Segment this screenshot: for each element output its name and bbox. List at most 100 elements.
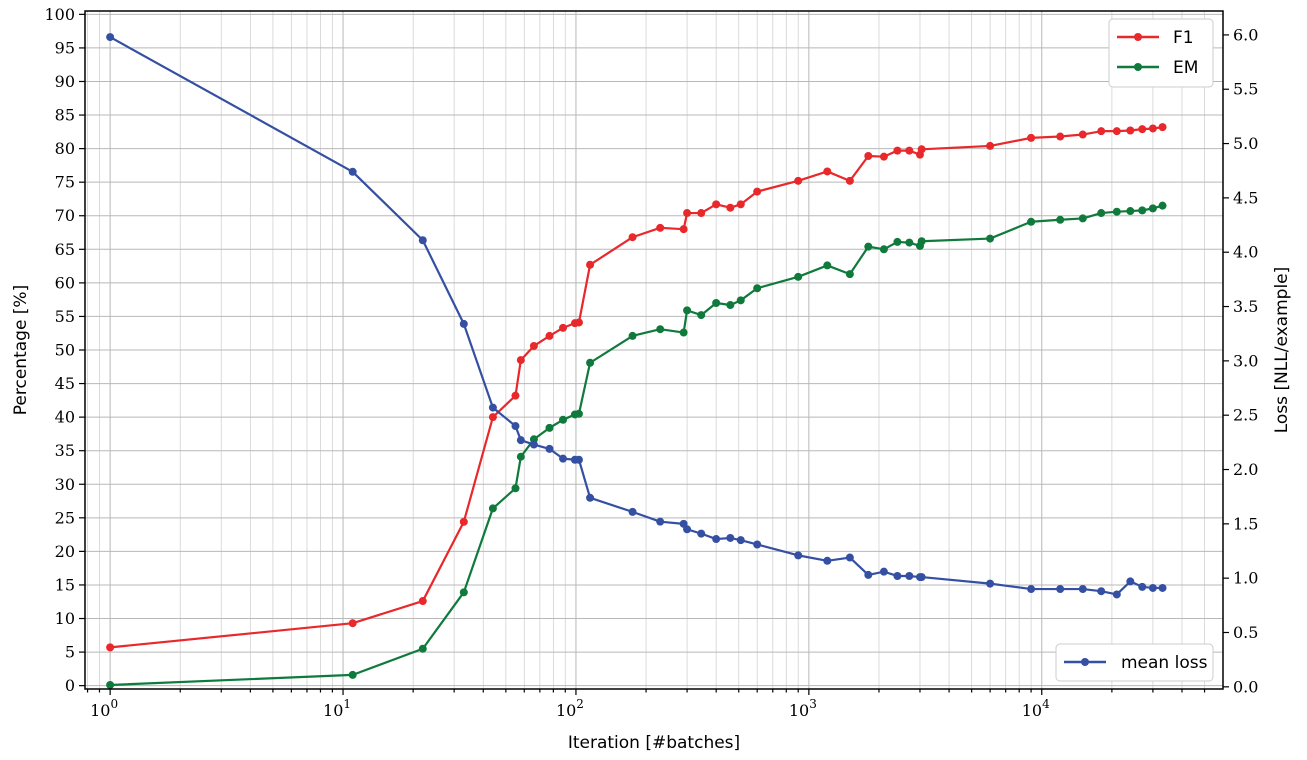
data-point-em [697,311,706,320]
data-point-em [418,644,427,653]
data-point-f1 [726,203,735,212]
data-point-mean-loss [1112,590,1121,599]
data-point-mean-loss [574,455,583,464]
y2-tick-label: 4.5 [1233,188,1258,207]
data-point-em [986,234,995,243]
data-point-em [794,272,803,281]
data-point-em [736,296,745,305]
data-point-mean-loss [864,570,873,579]
data-point-mean-loss [823,556,832,565]
data-point-em [1078,214,1087,223]
data-point-f1 [794,176,803,185]
data-point-em [656,325,665,334]
data-point-em [348,670,357,679]
legend-em-label: EM [1173,58,1198,78]
data-point-f1 [679,225,688,234]
y-tick-label: 85 [55,106,75,125]
data-point-em [1027,217,1036,226]
series-line-f1 [110,126,1163,649]
data-point-em [1126,207,1135,216]
data-point-f1 [628,233,637,242]
data-point-mean-loss [348,167,357,176]
x-tick-base: 10 [789,701,809,720]
data-point-mean-loss [736,536,745,545]
data-point-f1 [893,146,902,155]
y-tick-label: 100 [44,5,75,24]
data-point-mean-loss [794,551,803,560]
data-point-f1 [753,187,762,196]
data-point-f1 [586,260,595,269]
data-point-mean-loss [905,572,914,580]
data-point-em [628,331,637,340]
y-tick-label: 65 [55,240,75,259]
data-point-em [516,452,525,461]
data-point-mean-loss [488,403,497,412]
data-point-em [545,423,554,432]
data-point-f1 [823,167,832,176]
x-tick-label: 104 [1022,697,1050,720]
y-tick-label: 40 [55,408,75,427]
y-tick-label: 20 [55,542,75,561]
data-point-f1 [1027,133,1036,142]
data-point-f1 [511,391,520,400]
data-point-f1 [712,200,721,209]
data-point-f1 [656,223,665,232]
y-tick-label: 50 [55,341,75,360]
data-point-em [683,306,692,315]
series-f1 [106,123,1167,652]
y2-tick-label: 4.0 [1233,243,1258,262]
y2-tick-label: 3.5 [1233,297,1258,316]
data-point-em [574,409,583,418]
y2-tick-label: 6.0 [1233,25,1258,44]
legend-loss-label: mean loss [1121,653,1208,673]
data-point-f1 [1158,123,1167,132]
data-point-em [917,237,926,246]
data-point-mean-loss [1097,587,1106,596]
data-point-em [845,270,854,279]
data-point-mean-loss [656,517,665,526]
data-point-em [864,242,873,251]
data-point-f1 [418,597,427,606]
data-point-mean-loss [697,529,706,538]
x-tick-label: 101 [323,697,351,720]
data-point-f1 [1126,126,1135,135]
x-tick-exponent: 2 [576,697,584,711]
x-tick-exponent: 1 [343,697,351,711]
data-point-em [1138,206,1147,215]
data-point-f1 [529,341,538,350]
legend-loss-marker [1081,658,1089,666]
y-tick-label: 90 [55,72,75,91]
legend-f1-label: F1 [1173,28,1194,48]
data-point-em [586,358,595,367]
data-point-f1 [459,517,468,526]
y-tick-label: 75 [55,173,75,192]
data-point-mean-loss [683,525,692,534]
data-point-f1 [348,619,357,628]
data-point-f1 [106,643,115,652]
data-point-mean-loss [511,422,520,431]
data-point-mean-loss [1148,583,1157,592]
grid [85,11,1223,689]
y-tick-label: 35 [55,441,75,460]
data-point-mean-loss [893,572,902,580]
legend-f1-marker [1134,33,1142,41]
data-point-em [1056,215,1065,224]
data-point-mean-loss [1126,577,1135,586]
y-tick-label: 0 [65,676,75,695]
x-tick-base: 10 [1022,701,1042,720]
data-point-f1 [1138,125,1147,134]
data-point-f1 [905,146,914,155]
data-point-em [1158,201,1167,210]
y-tick-label: 30 [55,475,75,494]
y2-tick-label: 3.0 [1233,351,1258,370]
y-tick-label: 60 [55,273,75,292]
data-point-em [106,680,115,689]
data-point-f1 [917,145,926,154]
data-point-f1 [545,331,554,340]
data-point-em [893,237,902,246]
y2-tick-label: 5.5 [1233,80,1258,99]
data-point-em [459,588,468,597]
data-point-em [1112,207,1121,216]
data-point-mean-loss [1138,582,1147,591]
